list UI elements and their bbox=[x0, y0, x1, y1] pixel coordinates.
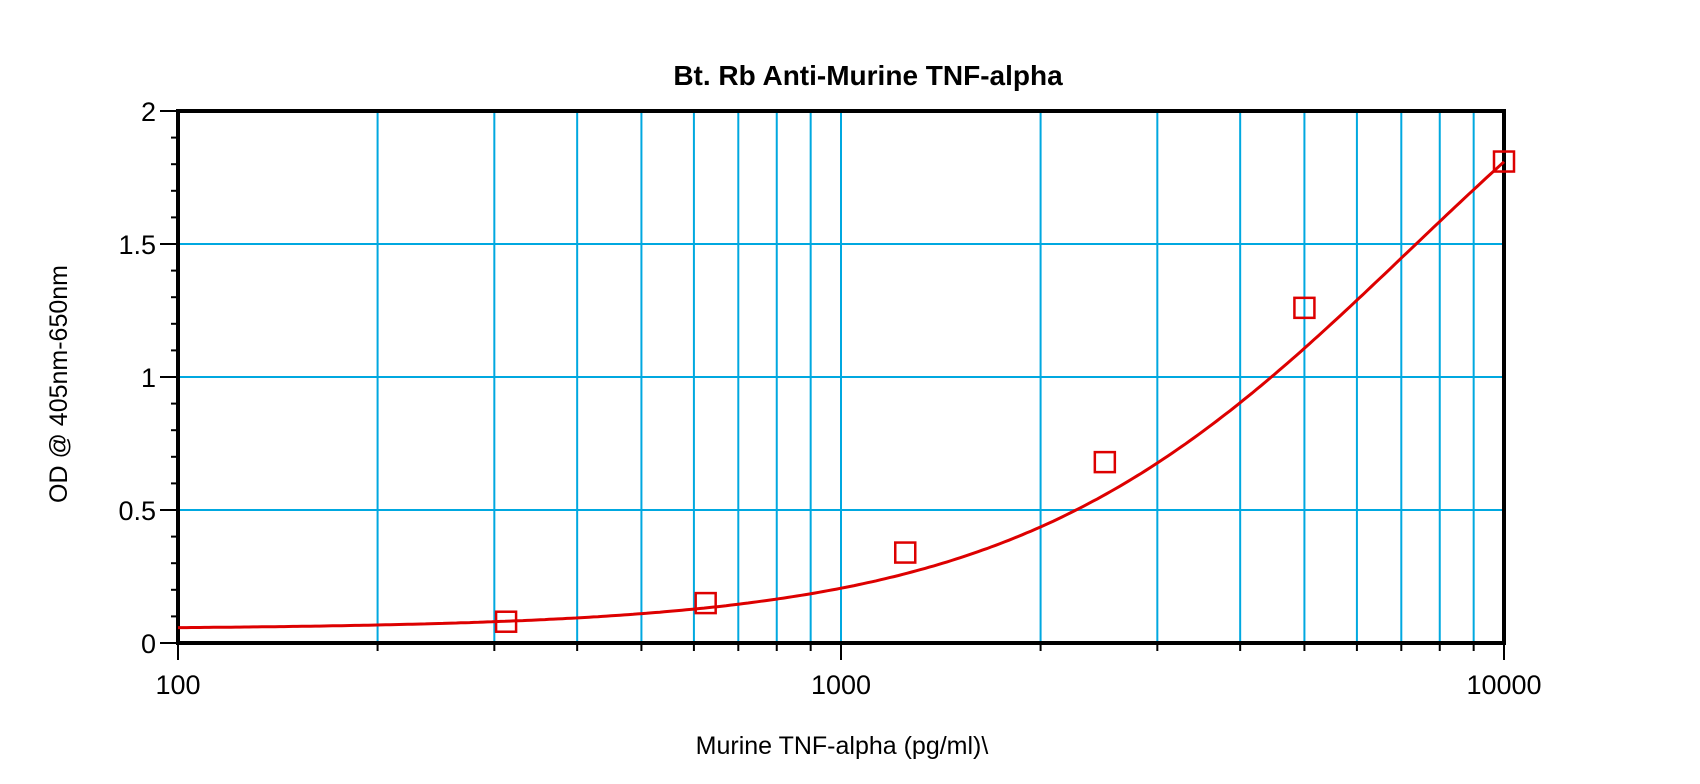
y-tick-label: 1 bbox=[141, 363, 156, 393]
y-tick-label: 2 bbox=[141, 97, 156, 127]
x-tick-label: 10000 bbox=[1466, 670, 1541, 700]
chart-title: Bt. Rb Anti-Murine TNF-alpha bbox=[673, 60, 1063, 91]
axes bbox=[160, 109, 1506, 660]
x-tick-label: 100 bbox=[155, 670, 200, 700]
data-point-marker bbox=[1093, 450, 1117, 474]
y-tick-label: 0.5 bbox=[118, 496, 156, 526]
data-point-marker bbox=[494, 610, 518, 633]
data-point-markers bbox=[494, 150, 1516, 633]
x-tick-label: 1000 bbox=[811, 670, 871, 700]
data-point-marker bbox=[694, 591, 717, 615]
tick-labels: 100 1000 10000 0 0.5 1 1.5 2 bbox=[118, 97, 1541, 700]
data-point-marker bbox=[1492, 150, 1516, 173]
y-axis-label: OD @ 405nm-650nm bbox=[45, 265, 73, 503]
x-axis-label: Murine TNF-alpha (pg/ml)\ bbox=[696, 732, 989, 760]
y-tick-label: 1.5 bbox=[118, 230, 156, 260]
data-point-marker bbox=[1293, 296, 1316, 320]
y-tick-label: 0 bbox=[141, 629, 156, 659]
data-point-marker bbox=[894, 541, 917, 564]
grid-lines bbox=[178, 111, 1504, 643]
fitted-curve bbox=[178, 160, 1506, 630]
